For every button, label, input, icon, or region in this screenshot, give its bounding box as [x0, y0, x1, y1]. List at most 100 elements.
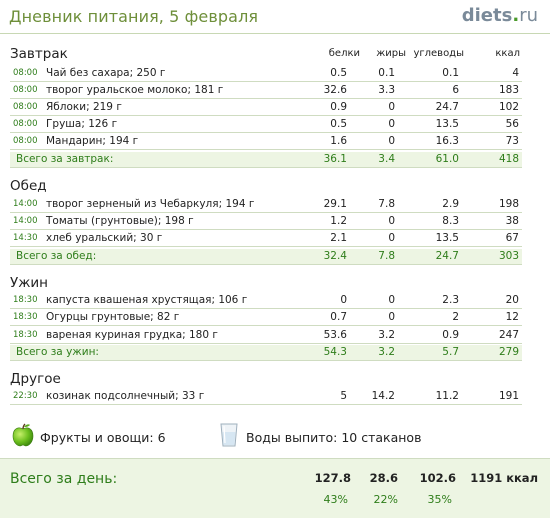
food-carbs: 8.3 [442, 215, 459, 227]
total-fat: 3.4 [378, 153, 395, 165]
food-fat: 14.2 [371, 390, 395, 402]
fruits-vegetables-count: Фрукты и овощи: 6 [40, 430, 166, 445]
food-fat: 0 [388, 232, 395, 244]
food-time: 14:00 [13, 216, 38, 226]
food-kcal: 183 [498, 84, 519, 96]
food-kcal: 247 [498, 329, 519, 341]
food-protein: 32.6 [323, 84, 347, 96]
food-protein: 2.1 [330, 232, 347, 244]
day-protein-percent: 43% [323, 493, 348, 506]
meal-title: Завтрак [10, 46, 68, 62]
total-fat: 7.8 [378, 250, 395, 262]
food-fat: 0 [388, 101, 395, 113]
food-time: 14:30 [13, 233, 38, 243]
food-row[interactable]: 18:30 Огурцы грунтовые; 82 г 0.7 0 2 12 [10, 310, 522, 326]
food-row[interactable]: 14:00 творог зерненый из Чебаркуля; 194 … [10, 197, 522, 213]
food-fat: 0 [388, 215, 395, 227]
logo-dot: . [512, 5, 520, 26]
food-kcal: 102 [498, 101, 519, 113]
meal-title: Ужин [10, 275, 48, 291]
food-name: хлеб уральский; 30 г [46, 232, 163, 244]
logo-main: diets [461, 5, 513, 26]
food-row[interactable]: 08:00 Яблоки; 219 г 0.9 0 24.7 102 [10, 100, 522, 116]
food-kcal: 73 [505, 135, 519, 147]
day-total-label: Всего за день: [10, 471, 118, 487]
total-carbs: 5.7 [442, 346, 459, 358]
food-row[interactable]: 08:00 Мандарин; 194 г 1.6 0 16.3 73 [10, 134, 522, 150]
food-row[interactable]: 14:00 Томаты (грунтовые); 198 г 1.2 0 8.… [10, 214, 522, 230]
header: Дневник питания, 5 февраля diets.ru [0, 0, 550, 34]
food-name: козинак подсолнечный; 33 г [46, 390, 205, 402]
food-carbs: 13.5 [435, 232, 459, 244]
water-glass-icon [220, 423, 238, 447]
total-carbs: 24.7 [435, 250, 459, 262]
total-protein: 36.1 [323, 153, 347, 165]
day-fat-percent: 22% [373, 493, 398, 506]
col-kcal: ккал [495, 48, 520, 59]
food-row[interactable]: 18:30 вареная куриная грудка; 180 г 53.6… [10, 328, 522, 344]
food-fat: 7.8 [378, 198, 395, 210]
total-protein: 32.4 [323, 250, 347, 262]
food-time: 22:30 [13, 391, 38, 401]
food-kcal: 12 [505, 311, 519, 323]
food-time: 08:00 [13, 136, 38, 146]
food-carbs: 16.3 [435, 135, 459, 147]
food-kcal: 4 [512, 67, 519, 79]
food-row[interactable]: 08:00 Чай без сахара; 250 г 0.5 0.1 0.1 … [10, 66, 522, 82]
food-protein: 0.5 [330, 118, 347, 130]
food-carbs: 2.9 [442, 198, 459, 210]
food-carbs: 2.3 [442, 294, 459, 306]
apple-icon [12, 423, 34, 447]
site-logo[interactable]: diets.ru [462, 5, 538, 26]
food-row[interactable]: 14:30 хлеб уральский; 30 г 2.1 0 13.5 67 [10, 231, 522, 247]
total-fat: 3.2 [378, 346, 395, 358]
food-time: 18:30 [13, 312, 38, 322]
meal-total-row: Всего за обед: 32.4 7.8 24.7 303 [10, 249, 522, 265]
total-kcal: 418 [498, 153, 519, 165]
food-protein: 0.9 [330, 101, 347, 113]
food-carbs: 11.2 [435, 390, 459, 402]
meal-total-row: Всего за ужин: 54.3 3.2 5.7 279 [10, 345, 522, 361]
food-name: Яблоки; 219 г [46, 101, 122, 113]
food-protein: 0.7 [330, 311, 347, 323]
food-time: 08:00 [13, 119, 38, 129]
food-row[interactable]: 08:00 творог уральское молоко; 181 г 32.… [10, 83, 522, 99]
food-time: 18:30 [13, 330, 38, 340]
food-fat: 0 [388, 311, 395, 323]
food-name: Чай без сахара; 250 г [46, 67, 166, 79]
food-row[interactable]: 22:30 козинак подсолнечный; 33 г 5 14.2 … [10, 389, 522, 405]
food-carbs: 24.7 [435, 101, 459, 113]
food-name: Томаты (грунтовые); 198 г [46, 215, 194, 227]
day-kcal: 1191 ккал [470, 471, 538, 485]
food-name: Огурцы грунтовые; 82 г [46, 311, 180, 323]
meal-title: Обед [10, 178, 47, 194]
food-fat: 0 [388, 294, 395, 306]
food-time: 08:00 [13, 68, 38, 78]
food-kcal: 191 [498, 390, 519, 402]
food-row[interactable]: 08:00 Груша; 126 г 0.5 0 13.5 56 [10, 117, 522, 133]
total-label: Всего за ужин: [16, 346, 99, 358]
food-time: 08:00 [13, 102, 38, 112]
food-carbs: 6 [452, 84, 459, 96]
col-protein: белки [328, 48, 360, 59]
food-carbs: 0.1 [442, 67, 459, 79]
day-carbs-percent: 35% [427, 493, 452, 506]
food-time: 08:00 [13, 85, 38, 95]
water-glasses-count: Воды выпито: 10 стаканов [246, 430, 422, 445]
logo-tld: ru [519, 5, 538, 26]
food-protein: 5 [340, 390, 347, 402]
header-divider [0, 33, 550, 34]
total-kcal: 303 [498, 250, 519, 262]
day-protein: 127.8 [314, 471, 351, 485]
food-name: Груша; 126 г [46, 118, 118, 130]
food-name: творог зерненый из Чебаркуля; 194 г [46, 198, 255, 210]
food-protein: 0 [340, 294, 347, 306]
food-fat: 3.3 [378, 84, 395, 96]
total-kcal: 279 [498, 346, 519, 358]
page-title: Дневник питания, 5 февраля [9, 7, 259, 26]
food-row[interactable]: 18:30 капуста квашеная хрустящая; 106 г … [10, 293, 522, 309]
food-protein: 1.2 [330, 215, 347, 227]
food-kcal: 20 [505, 294, 519, 306]
food-carbs: 0.9 [442, 329, 459, 341]
food-name: вареная куриная грудка; 180 г [46, 329, 218, 341]
